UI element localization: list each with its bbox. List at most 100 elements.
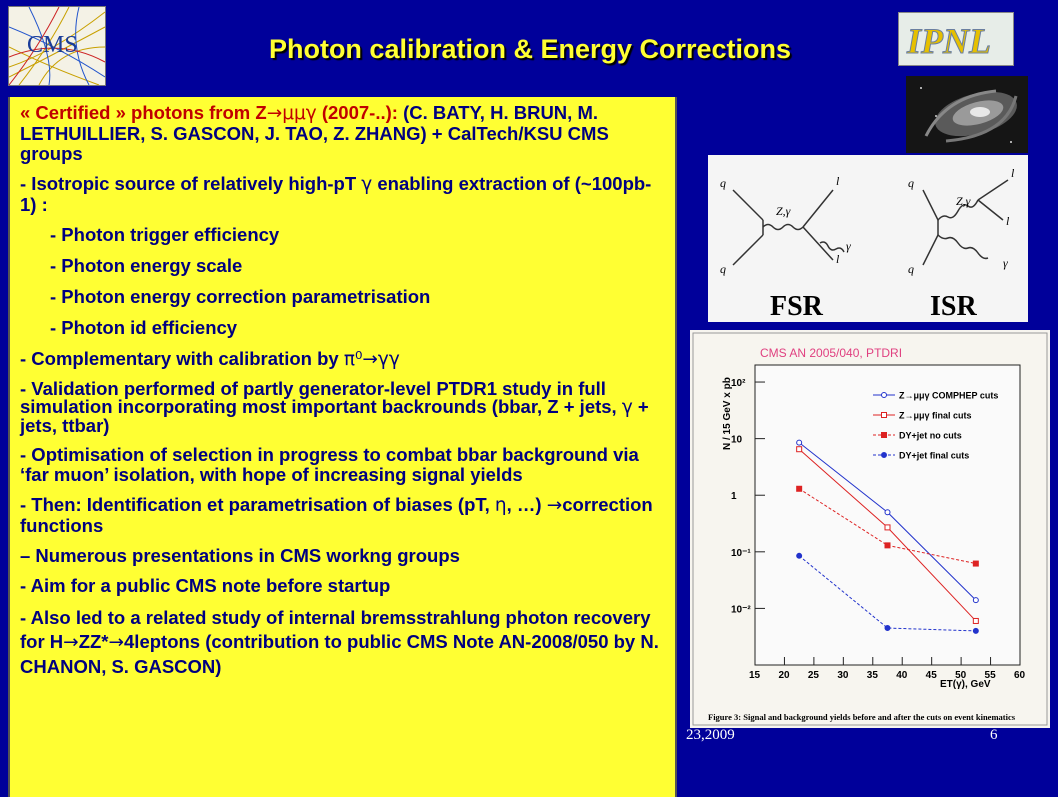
paragraph-public-note: - Aim for a public CMS note before start… [20, 575, 391, 596]
isr-label-l2: l [1006, 214, 1010, 228]
page-number: 6 [990, 727, 998, 743]
gamma-symbol: γ [361, 174, 373, 195]
y-tick-label: 10 [731, 435, 743, 446]
brem-text-a: - Also led to a related study of interna… [20, 607, 651, 652]
isr-label-q1: q [908, 176, 914, 190]
ipnl-logo-text: IPNL [906, 21, 991, 61]
list-item: - Photon trigger efficiency [50, 224, 280, 245]
feynman-diagrams: Z,γ l l q q γ FSR Z,γ l l q q γ ISR [708, 155, 1028, 322]
arrow-icon: → [546, 495, 563, 516]
x-tick-label: 20 [778, 670, 790, 681]
validation-text-b: + jets, ttbar) [20, 396, 649, 436]
plot-ylabel: N / 15 GeV x pb [722, 377, 733, 450]
series-line [798, 488, 976, 565]
complementary-text: - Complementary with calibration by [20, 348, 344, 369]
isr-label-q2: q [908, 262, 914, 276]
arrow-icon: → [108, 632, 125, 653]
x-tick-label: 40 [896, 670, 908, 681]
legend-label: Z→μμγ final cuts [899, 411, 972, 421]
data-point [884, 524, 891, 531]
fsr-label-l2: l [836, 252, 840, 266]
x-tick-label: 15 [749, 670, 761, 681]
isr-label-gamma: γ [1003, 256, 1008, 270]
fsr-label-l1: l [836, 174, 840, 188]
fsr-label-gamma: γ [846, 239, 851, 253]
fsr-label: FSR [770, 291, 824, 322]
legend-marker [881, 412, 887, 418]
brem-text-b: ZZ* [78, 631, 109, 652]
cms-logo: CMS [8, 6, 106, 86]
arrow-icon: → [266, 103, 283, 124]
ipnl-logo: IPNL [898, 12, 1014, 66]
slide-title: Photon calibration & Energy Corrections [268, 34, 792, 64]
pi0-symbol: π⁰→γγ [343, 349, 400, 370]
brem-text-c: 4leptons (contribution to public CMS Not… [20, 631, 659, 677]
eta-symbol: η [494, 495, 507, 516]
legend-marker [881, 452, 887, 458]
legend-label: DY+jet no cuts [899, 431, 962, 441]
plot-caption: Figure 3: Signal and background yields b… [708, 712, 1016, 722]
y-tick-label: 10⁻² [731, 604, 751, 615]
paragraph-bremsstrahlung: - Also led to a related study of interna… [20, 606, 663, 679]
isotropic-text-a: - Isotropic source of relatively high-pT [20, 173, 362, 194]
list-item: - Photon energy scale [50, 255, 243, 276]
data-point [796, 439, 803, 446]
data-point [884, 625, 891, 632]
paragraph-complementary: - Complementary with calibration by π⁰→γ… [20, 349, 663, 370]
y-tick-label: 10² [731, 378, 746, 389]
x-tick-label: 55 [985, 670, 997, 681]
data-point [884, 509, 891, 516]
footer-date: 23,2009 [686, 727, 735, 743]
list-item: - Photon energy correction parametrisati… [50, 286, 431, 307]
paragraph-then: - Then: Identification et parametrisatio… [20, 495, 663, 536]
then-text-c: correction functions [20, 494, 653, 536]
mumugamma-symbol: μμγ [282, 103, 317, 124]
paragraph-certified: « Certified » photons from Z→μμγ (2007-.… [20, 103, 663, 164]
arrow-icon: → [63, 632, 79, 653]
data-point [884, 542, 891, 549]
paragraph-presentations: – Numerous presentations in CMS workng g… [20, 545, 460, 566]
data-point [972, 597, 979, 604]
cms-logo-text: CMS [27, 32, 78, 58]
data-point [796, 552, 803, 559]
legend-marker [881, 392, 887, 398]
paragraph-validation: - Validation performed of partly generat… [20, 378, 663, 436]
legend-label: DY+jet final cuts [899, 451, 969, 461]
x-tick-label: 35 [867, 670, 879, 681]
data-point [972, 627, 979, 634]
gamma-symbol: γ [621, 397, 633, 418]
x-tick-label: 45 [926, 670, 938, 681]
legend-label: Z→μμγ COMPHEP cuts [899, 391, 998, 401]
x-tick-label: 25 [808, 670, 820, 681]
y-tick-label: 10⁻¹ [731, 548, 751, 559]
plot-xlabel: ET(γ), GeV [940, 679, 991, 690]
certified-intro: « Certified » photons from Z [20, 102, 267, 123]
certified-years: (2007-..): [316, 102, 404, 123]
isr-label-z: Z,γ [956, 194, 971, 208]
then-text-b: , …) [506, 494, 547, 515]
data-point [972, 560, 979, 567]
paragraph-isotropic: - Isotropic source of relatively high-pT… [20, 174, 663, 215]
x-tick-label: 60 [1014, 670, 1026, 681]
galaxy-image [906, 76, 1028, 153]
fsr-label-q1: q [720, 176, 726, 190]
validation-text: - Validation performed of partly generat… [20, 378, 622, 417]
plot-source-label: CMS AN 2005/040, PTDRI [760, 346, 902, 360]
certified-authors: (C. BATY, H. BRUN, M. LETHUILLIER, S. GA… [20, 102, 609, 164]
fsr-label-q2: q [720, 262, 726, 276]
content-textbox: « Certified » photons from Z→μμγ (2007-.… [8, 97, 677, 797]
isr-label: ISR [930, 291, 977, 322]
x-tick-label: 30 [837, 670, 849, 681]
data-point [796, 485, 803, 492]
isr-label-l1: l [1011, 166, 1015, 180]
x-tick-label: 50 [955, 670, 967, 681]
y-tick-label: 1 [731, 491, 737, 502]
isotropic-text-b: enabling extraction of (~100pb-1) : [20, 173, 652, 215]
list-item: - Photon id efficiency [50, 317, 238, 338]
fsr-label-z: Z,γ [776, 204, 791, 218]
legend-marker [881, 432, 887, 438]
data-point [796, 446, 803, 453]
data-point [972, 617, 979, 624]
paragraph-optimisation: - Optimisation of selection in progress … [20, 444, 639, 485]
then-text-a: - Then: Identification et parametrisatio… [20, 494, 495, 515]
